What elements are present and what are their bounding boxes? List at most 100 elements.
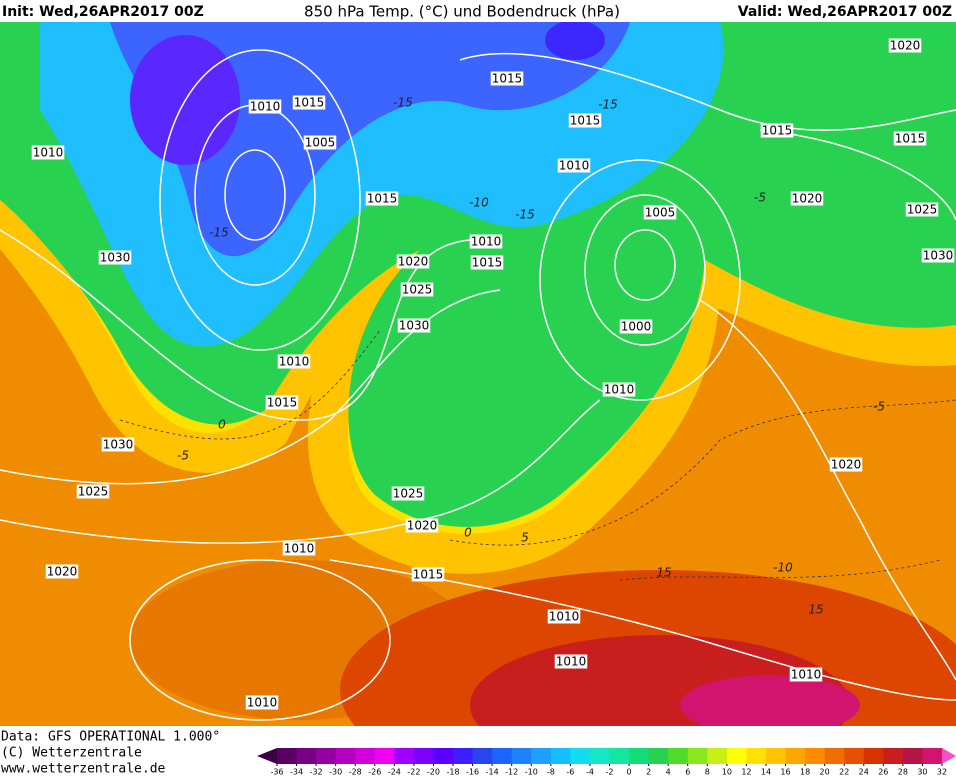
colorbar-swatch [648, 748, 669, 764]
map: 1020 1015 1010 1015 1015 1015 1015 1010 1005 1010… [0, 22, 956, 726]
colorbar-label: -20 [427, 768, 440, 777]
colorbar-swatch [726, 748, 747, 764]
isobar-label: 1020 [890, 39, 921, 53]
isotherms [119, 329, 956, 581]
isobar-label: 1010 [556, 655, 587, 669]
colorbar-label: 24 [859, 768, 869, 777]
isobar-label-box [365, 191, 399, 206]
colorbar-swatch [687, 748, 708, 764]
isobar-label-box [469, 234, 503, 249]
colorbar-end [942, 748, 956, 764]
colorbar-label: 16 [780, 768, 790, 777]
isotherm-label: -10 [469, 196, 489, 210]
isobar-label-box [760, 123, 794, 138]
colorbar-label: 12 [741, 768, 751, 777]
colorbar: -36 -34 -32 -30 -28 -26 -24 -22 -20 -18 -16 -14 -12-… [257, 748, 956, 777]
colorbar-label: -16 [466, 768, 479, 777]
isobar-label-box [568, 113, 602, 128]
colorbar-label: 28 [898, 768, 908, 777]
colorbar-swatch [609, 748, 630, 764]
colorbar-swatch [413, 748, 434, 764]
isobar-label-box [888, 38, 922, 53]
colorbar-swatch [277, 748, 298, 764]
colorbar-label: 26 [878, 768, 888, 777]
isobar-label: 1020 [398, 255, 429, 269]
isobar-label-box [921, 248, 955, 263]
colorbar-swatch [394, 748, 415, 764]
colorbar-swatch [453, 748, 474, 764]
isobar-label: 1010 [791, 668, 822, 682]
map-title: 850 hPa Temp. (°C) und Bodendruck (hPa) [304, 3, 620, 21]
isobar-label-box [396, 254, 430, 269]
colorbar-label: -8 [547, 768, 555, 777]
isobar-label: 1010 [247, 696, 278, 710]
colorbar-label: -22 [407, 768, 420, 777]
isobar-label-box [400, 282, 434, 297]
isobar-label: 1010 [471, 235, 502, 249]
isobar-label-box [411, 567, 445, 582]
colorbar-swatch [335, 748, 356, 764]
isotherm-label: -5 [754, 191, 766, 205]
isobar-label-box [643, 205, 677, 220]
isobar-label: 1015 [472, 256, 503, 270]
colorbar-swatch [570, 748, 591, 764]
isobar-label-box [893, 131, 927, 146]
colorbar-swatch [863, 748, 884, 764]
colorbar-label: -24 [388, 768, 401, 777]
isobar-label-box [245, 695, 279, 710]
colorbar-label: -32 [310, 768, 323, 777]
colorbar-swatch [374, 748, 395, 764]
colorbar-label: -10 [525, 768, 538, 777]
colorbar-swatch [922, 748, 943, 764]
isobar-label: 1020 [407, 519, 438, 533]
data-source: Data: GFS OPERATIONAL 1.000° [1, 730, 220, 745]
isobar-label: 1000 [621, 320, 652, 334]
isobar-label: 1030 [923, 249, 954, 263]
isotherm-label: -10 [773, 561, 793, 575]
isobar-label-box [405, 518, 439, 533]
isobar-label: 1015 [367, 192, 398, 206]
isobar-label: 1030 [100, 251, 131, 265]
isotherm-label: -15 [515, 208, 535, 222]
isotherm-label: -15 [598, 98, 618, 112]
colorbar-swatch [472, 748, 493, 764]
isobar-label: 1025 [907, 203, 938, 217]
isobar-label: 1010 [284, 542, 315, 556]
isotherm-label: 0 [218, 418, 226, 432]
isobar-label: 1015 [267, 396, 298, 410]
colorbar-swatch [902, 748, 923, 764]
colorbar-label: 22 [839, 768, 849, 777]
isobar-label-box [76, 484, 110, 499]
colorbar-end [257, 748, 277, 764]
isotherm-label: 15 [656, 566, 671, 580]
isotherm-label: 0 [464, 526, 472, 540]
colorbar-label: 4 [666, 768, 671, 777]
colorbar-label: -18 [446, 768, 459, 777]
isobar-label: 1025 [393, 487, 424, 501]
colorbar-label: -2 [606, 768, 614, 777]
isobar-label: 1030 [399, 319, 430, 333]
isobar-label: 1015 [762, 124, 793, 138]
isobar-label-box [391, 486, 425, 501]
isobar-label-box [292, 95, 326, 110]
isotherm-label: -5 [177, 449, 189, 463]
colorbar-label: 10 [722, 768, 732, 777]
colorbar-swatch [707, 748, 728, 764]
colorbar-label: 2 [646, 768, 651, 777]
isobar-label-box [282, 541, 316, 556]
colorbar-swatch [629, 748, 650, 764]
isotherm-label: -5 [873, 400, 885, 414]
colorbar-swatch [785, 748, 806, 764]
hot-field [680, 675, 860, 726]
header-bar [0, 0, 956, 22]
colorbar-swatch [668, 748, 689, 764]
isobar-label: 1015 [294, 96, 325, 110]
colorbar-swatch [589, 748, 610, 764]
colorbar-swatch [883, 748, 904, 764]
isobar-label-box [490, 71, 524, 86]
colorbar-label: 14 [761, 768, 771, 777]
copyright: (C) Wetterzentrale [1, 746, 142, 761]
colorbar-swatch [746, 748, 767, 764]
isobar-label-box [45, 564, 79, 579]
